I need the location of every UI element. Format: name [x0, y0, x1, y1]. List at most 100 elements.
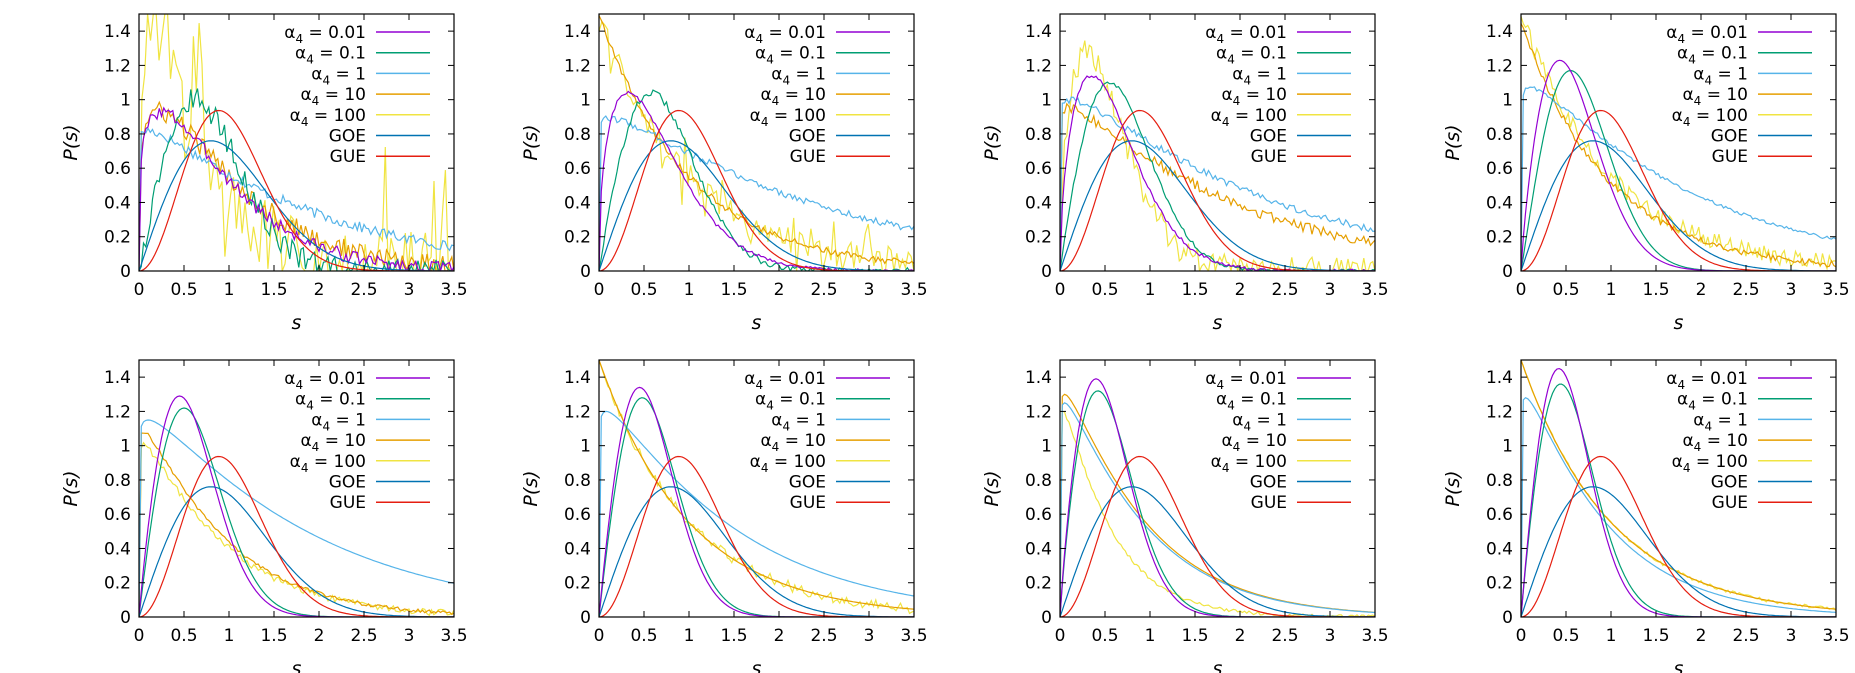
plot-area	[1060, 40, 1375, 271]
subplot-8: 0 0.5 1 1.5 2 2.5 3 3.5 0 0.2 0.4 0.6 0.8 1 1.2 1.4 s P(s…	[1442, 359, 1850, 673]
x-tick-label: 2.5	[810, 626, 837, 646]
series--4-10-line	[1521, 360, 1836, 610]
legend-label: α4 = 10	[1221, 85, 1287, 108]
x-tick-label: 1.5	[260, 626, 287, 646]
x-axis-label: s	[1213, 312, 1223, 334]
legend-label: α4 = 10	[300, 85, 366, 108]
series-goe-line	[139, 140, 454, 271]
y-tick-label: 1.4	[1025, 22, 1052, 42]
y-tick-label: 1	[580, 437, 591, 457]
x-tick-label: 2.5	[350, 280, 377, 300]
legend-label: α4 = 0.1	[755, 390, 826, 413]
legend-label: GOE	[789, 127, 826, 147]
legend-label: GOE	[1250, 473, 1287, 493]
y-tick-label: 1.4	[1486, 22, 1513, 42]
x-axis-label: s	[752, 312, 762, 334]
series--4-0-01-line	[1521, 59, 1836, 271]
x-tick-label: 0.5	[1552, 280, 1579, 300]
series--4-10-line	[1060, 393, 1375, 617]
legend-label: α4 = 0.1	[1216, 390, 1287, 413]
subplot-1: 0 0.5 1 1.5 2 2.5 3 3.5 0 0.2 0.4 0.6 0.8 1 1.2 1.4 s P(s…	[60, 13, 468, 334]
y-tick-label: 0.2	[1025, 574, 1052, 594]
y-tick-label: 0.4	[1025, 193, 1052, 213]
legend-label: α4 = 0.01	[284, 369, 366, 392]
x-axis-label: s	[1674, 312, 1684, 334]
y-tick-label: 0.8	[564, 125, 591, 145]
series-gue-line	[1521, 109, 1836, 271]
x-tick-label: 3	[1786, 626, 1797, 646]
legend-label: α4 = 100	[290, 452, 366, 475]
y-tick-label: 0.2	[564, 574, 591, 594]
series--4-10-line	[1521, 23, 1836, 268]
legend-label: α4 = 1	[1693, 64, 1748, 87]
y-tick-label: 1	[1502, 437, 1513, 457]
x-tick-label: 1.5	[1642, 626, 1669, 646]
x-tick-label: 1.5	[1181, 626, 1208, 646]
legend-label: GOE	[1250, 127, 1287, 147]
x-tick-label: 0.5	[1552, 626, 1579, 646]
series--4-10-line	[1060, 102, 1375, 271]
plot-frame	[1059, 13, 1376, 272]
x-tick-label: 0.5	[170, 280, 197, 300]
y-tick-label: 0.4	[1025, 539, 1052, 559]
x-tick-label: 2	[1696, 626, 1707, 646]
series--4-1-line	[1521, 396, 1836, 617]
series-goe-line	[139, 486, 454, 617]
x-tick-label: 2.5	[1732, 280, 1759, 300]
y-tick-label: 1.2	[1486, 56, 1513, 76]
y-tick-label: 0.2	[1025, 228, 1052, 248]
x-tick-label: 1.5	[720, 626, 747, 646]
y-tick-label: 1.4	[104, 368, 131, 388]
x-tick-label: 3.5	[1361, 280, 1388, 300]
legend-label: α4 = 0.01	[744, 369, 826, 392]
legend-label: GUE	[790, 147, 826, 167]
x-tick-label: 0.5	[1091, 280, 1118, 300]
y-tick-label: 0.4	[104, 539, 131, 559]
x-tick-label: 0	[1055, 626, 1066, 646]
y-tick-label: 1.2	[564, 402, 591, 422]
legend-label: GUE	[790, 493, 826, 513]
x-tick-label: 0	[134, 626, 145, 646]
y-tick-label: 0.6	[1486, 505, 1513, 525]
series--4-10-line	[139, 432, 454, 617]
legend-label: α4 = 10	[760, 85, 826, 108]
x-tick-label: 3.5	[1361, 626, 1388, 646]
y-tick-label: 1.2	[1025, 56, 1052, 76]
series--4-100-line	[1060, 410, 1375, 617]
series--4-0-1-line	[139, 407, 454, 617]
y-tick-label: 0	[120, 608, 131, 628]
y-tick-label: 1	[580, 91, 591, 111]
x-tick-label: 1.5	[1642, 280, 1669, 300]
y-axis-label: P(s)	[1442, 124, 1464, 160]
plot-area	[1521, 16, 1836, 271]
y-tick-label: 0.8	[564, 471, 591, 491]
plot-area	[1060, 378, 1375, 617]
y-tick-label: 0	[580, 262, 591, 282]
y-axis-label: P(s)	[1442, 470, 1464, 506]
legend-label: α4 = 100	[750, 452, 826, 475]
legend-label: α4 = 1	[311, 64, 366, 87]
x-tick-label: 1	[1145, 280, 1156, 300]
legend-label: GOE	[1711, 127, 1748, 147]
x-tick-label: 0.5	[630, 280, 657, 300]
x-tick-label: 1	[684, 280, 695, 300]
series-goe-line	[1060, 486, 1375, 617]
series--4-0-01-line	[599, 386, 914, 617]
y-tick-label: 0.2	[1486, 228, 1513, 248]
y-tick-label: 1.2	[104, 402, 131, 422]
series--4-0-1-line	[1060, 390, 1375, 617]
legend-label: α4 = 1	[311, 410, 366, 433]
y-tick-label: 0	[120, 262, 131, 282]
legend-label: GUE	[330, 147, 366, 167]
x-tick-label: 0	[1516, 626, 1527, 646]
legend-label: GUE	[1251, 147, 1287, 167]
series--4-1-line	[599, 410, 914, 617]
x-tick-label: 0	[594, 280, 605, 300]
legend-label: α4 = 100	[750, 106, 826, 129]
x-tick-label: 1.5	[1181, 280, 1208, 300]
y-tick-label: 0.4	[564, 193, 591, 213]
